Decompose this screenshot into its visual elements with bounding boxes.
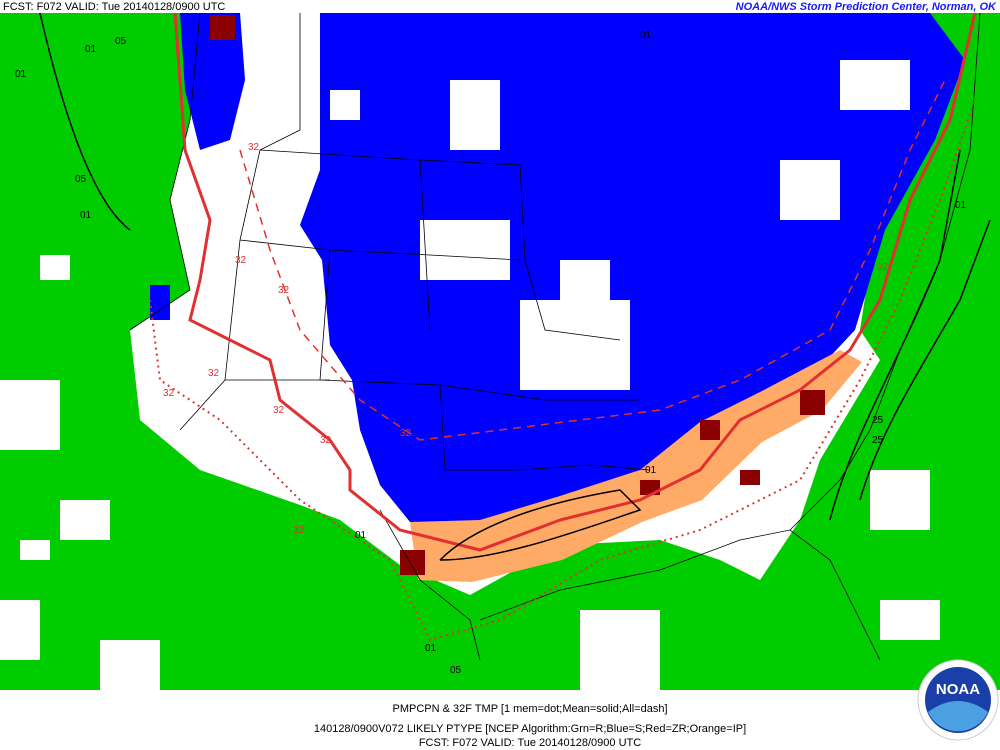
freezing-rain <box>700 420 720 440</box>
contour-labels: 01 05 01 05 01 32 32 32 32 32 32 32 32 3… <box>15 30 967 676</box>
header-bar <box>0 0 1000 13</box>
contour-label: 32 <box>273 405 285 416</box>
state-line <box>179 13 651 471</box>
precip-contours <box>39 12 991 561</box>
freezing-lines <box>149 12 977 642</box>
contour-label: 01 <box>640 30 652 41</box>
freezing-rain <box>740 470 760 485</box>
contour-label: 32 <box>293 525 305 536</box>
freezing-rain <box>800 390 825 415</box>
contour <box>439 489 642 561</box>
contour-label: 25 <box>872 435 884 446</box>
mean-32f-line <box>173 12 977 552</box>
freezing-rain <box>210 15 235 40</box>
freezing-rain-areas <box>210 15 825 575</box>
contour <box>39 12 131 231</box>
contour-label: 05 <box>75 174 87 185</box>
contour <box>829 149 961 521</box>
no-precip <box>60 500 110 540</box>
contour-label: 32 <box>320 435 332 446</box>
no-precip <box>880 600 940 640</box>
all-32f-line <box>239 79 946 441</box>
no-precip <box>0 600 40 660</box>
snow <box>150 285 170 320</box>
contour-label: 32 <box>278 285 290 296</box>
freezing-rain <box>400 550 425 575</box>
no-precip <box>780 160 840 220</box>
no-precip <box>870 470 930 530</box>
footer-line: 140128/0900V072 LIKELY PTYPE [NCEP Algor… <box>314 723 746 735</box>
no-precip <box>0 380 60 450</box>
logo-text: NOAA <box>936 681 980 698</box>
ice-pellets <box>410 350 862 582</box>
footer-line: FCST: F072 VALID: Tue 20140128/0900 UTC <box>419 737 641 749</box>
contour-label: 32 <box>248 142 260 153</box>
contour-label: 32 <box>877 262 889 273</box>
contour-label: 32 <box>400 428 412 439</box>
no-precip <box>560 260 610 300</box>
coastline <box>129 12 201 331</box>
footer-line: PMPCPN & 32F TMP [1 mem=dot;Mean=solid;A… <box>392 703 667 715</box>
header-left: FCST: F072 VALID: Tue 20140128/0900 UTC <box>3 1 225 13</box>
noaa-logo: NOAA <box>917 659 999 741</box>
no-precip <box>520 300 630 390</box>
contour-label: 01 <box>955 200 967 211</box>
snow <box>180 13 245 150</box>
no-precip <box>20 540 50 560</box>
contour-label: 01 <box>425 643 437 654</box>
no-precip <box>330 90 360 120</box>
footer-bar <box>0 690 1000 750</box>
contour-label: 01 <box>15 69 27 80</box>
contour-label: 01 <box>80 210 92 221</box>
header-right: NOAA/NWS Storm Prediction Center, Norman… <box>736 1 997 13</box>
boundaries <box>129 12 981 661</box>
snow-gaps <box>330 60 910 390</box>
member-32f-line <box>149 99 976 642</box>
no-precip <box>450 80 500 150</box>
contour-label: 01 <box>355 530 367 541</box>
contour <box>859 219 991 501</box>
map: 01 05 01 05 01 32 32 32 32 32 32 32 32 3… <box>0 12 1000 690</box>
no-precip <box>840 60 910 110</box>
contour-label: 32 <box>235 255 247 266</box>
contour-label: 25 <box>872 415 884 426</box>
no-precip <box>580 610 660 690</box>
no-precip <box>420 220 510 280</box>
no-precip <box>100 640 160 690</box>
contour-label: 32 <box>208 368 220 379</box>
contour-label: 32 <box>163 388 175 399</box>
logo-wave <box>928 701 988 732</box>
contour-label: 01 <box>645 465 657 476</box>
contour-label: 05 <box>450 665 462 676</box>
no-precip <box>40 255 70 280</box>
contour-label: 05 <box>115 36 127 47</box>
contour-label: 01 <box>85 44 97 55</box>
